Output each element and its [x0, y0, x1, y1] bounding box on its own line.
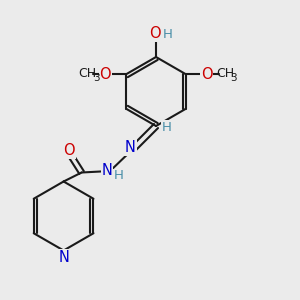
Text: CH: CH — [78, 67, 96, 80]
Text: H: H — [114, 169, 123, 182]
Text: 3: 3 — [93, 74, 99, 83]
Text: O: O — [149, 26, 160, 41]
Text: N: N — [125, 140, 136, 155]
Text: N: N — [58, 250, 69, 265]
Text: 3: 3 — [230, 74, 237, 83]
Text: N: N — [102, 163, 112, 178]
Text: O: O — [99, 67, 111, 82]
Text: H: H — [162, 121, 171, 134]
Text: O: O — [201, 67, 213, 82]
Text: O: O — [63, 143, 75, 158]
Text: CH: CH — [216, 67, 234, 80]
Text: H: H — [163, 28, 172, 41]
